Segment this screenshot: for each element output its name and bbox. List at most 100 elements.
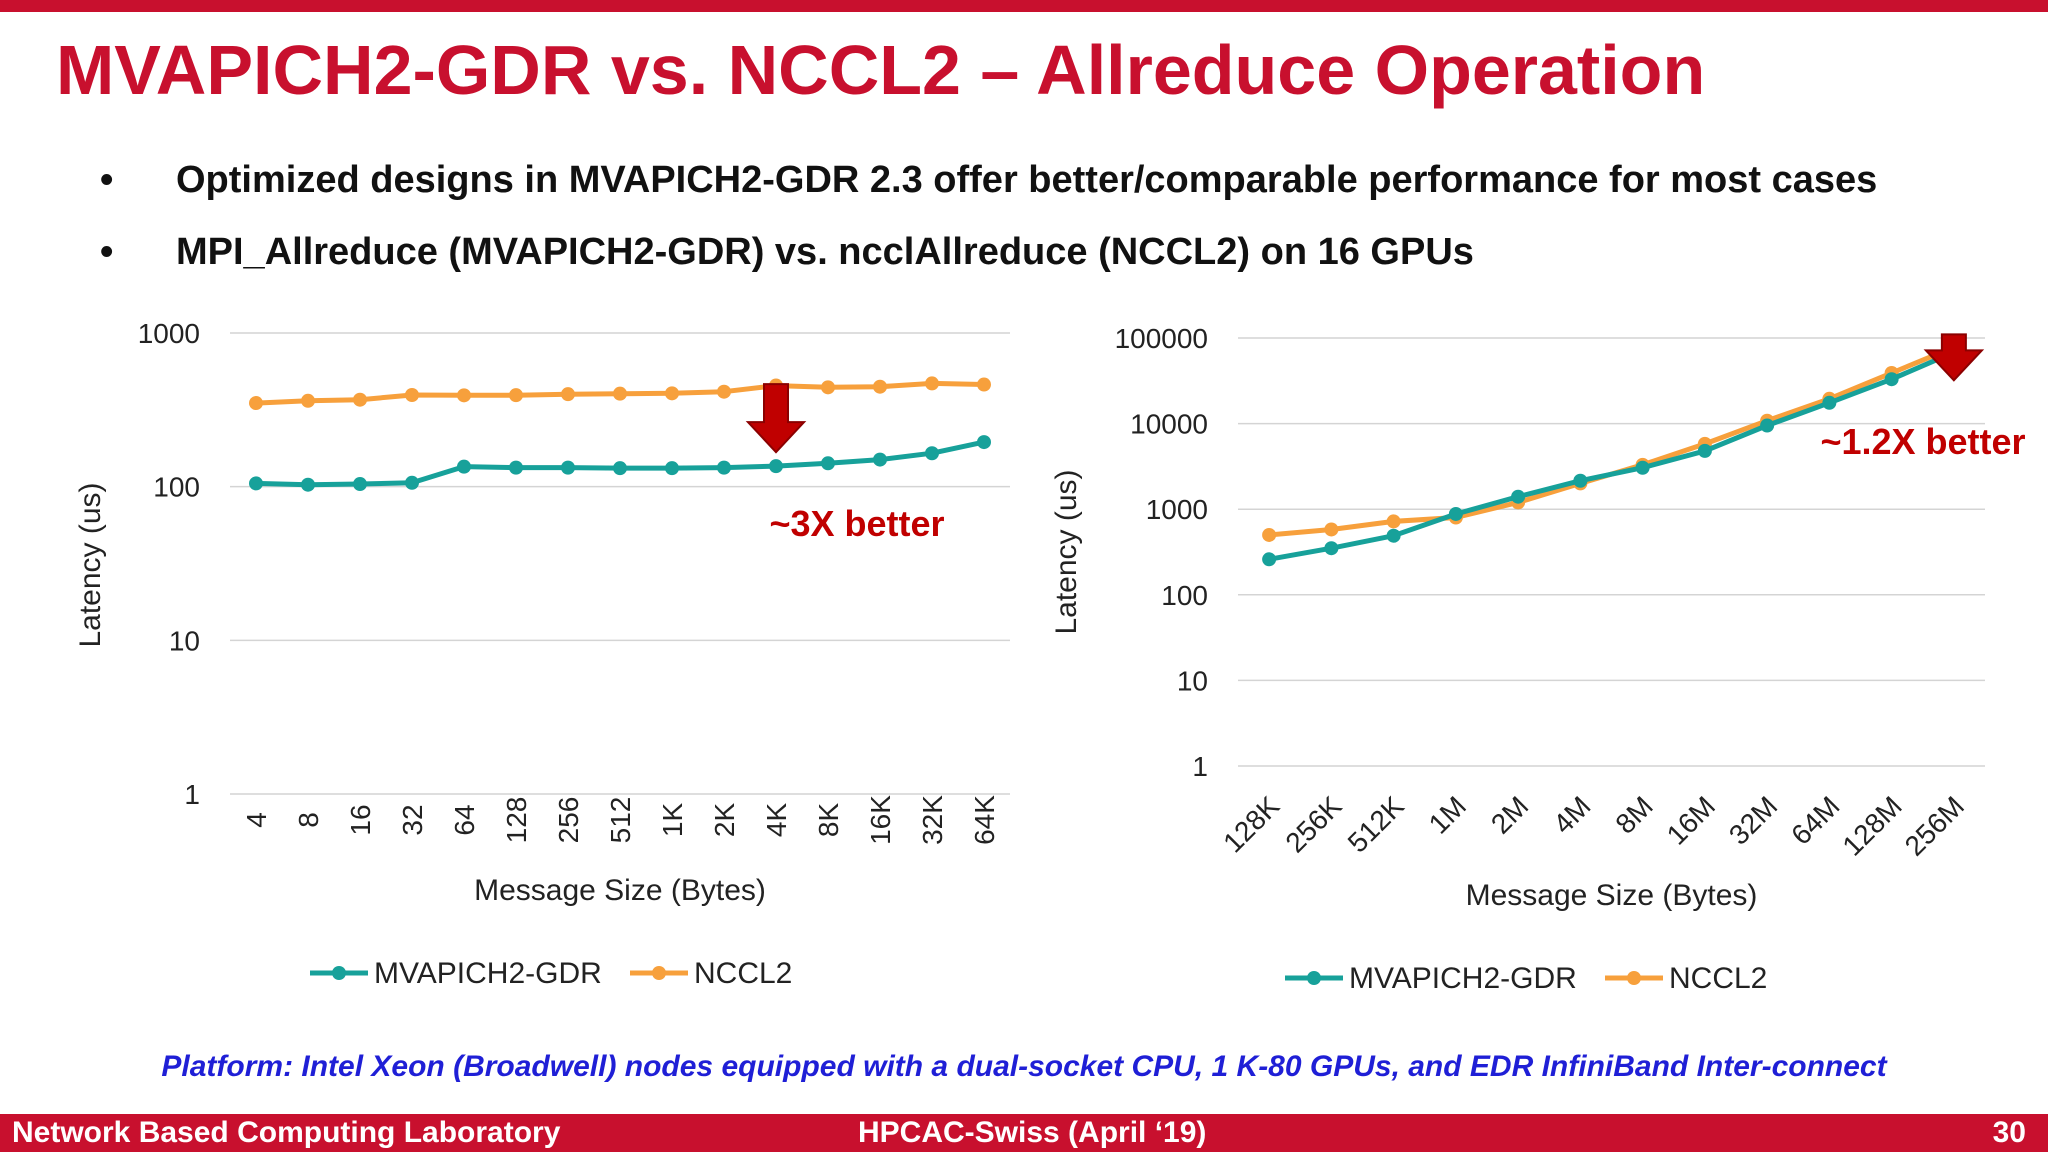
data-point: [717, 460, 731, 475]
legend-swatch-marker: [652, 966, 666, 980]
x-tick-label: 2K: [709, 803, 740, 838]
x-tick-label: 16: [345, 804, 376, 835]
y-tick-label: 10: [169, 625, 200, 656]
annotation-label: ~1.2X better: [1820, 421, 2025, 462]
x-tick-label: 4: [241, 812, 272, 828]
y-tick-label: 10000: [1130, 409, 1208, 440]
data-point: [717, 384, 731, 399]
charts-canvas: 1 10 100 1000 4 8 16 32 64 128 256 512 1K 2K 4K 8K 16K 32…: [74, 318, 2026, 995]
bullet-text: Optimized designs in MVAPICH2-GDR 2.3 of…: [176, 159, 1878, 201]
data-point: [405, 475, 419, 490]
x-axis-title: Message Size (Bytes): [1466, 879, 1758, 912]
data-point: [509, 460, 523, 475]
x-tick-label: 64M: [1785, 790, 1845, 850]
data-point: [977, 377, 991, 392]
x-tick-label: 8M: [1609, 790, 1658, 839]
data-point: [665, 386, 679, 401]
data-point: [613, 386, 627, 401]
data-point: [249, 396, 263, 411]
x-axis-title: Message Size (Bytes): [474, 874, 766, 907]
y-tick-label: 1: [1192, 751, 1208, 782]
bullet-text: MPI_Allreduce (MVAPICH2-GDR) vs. ncclAll…: [176, 231, 1474, 273]
footer-bar: Network Based Computing Laboratory HPCAC…: [0, 1114, 2048, 1152]
series-line-mvapich2-gdr: [1268, 350, 1955, 562]
footer-event: HPCAC-Swiss (April ‘19): [858, 1116, 1207, 1149]
data-point: [561, 460, 575, 475]
data-point: [1448, 506, 1463, 521]
legend-swatch-marker: [1627, 971, 1641, 985]
data-point: [925, 446, 939, 461]
footer-page-number: 30: [1992, 1116, 2026, 1149]
y-axis-title: Latency (us): [1050, 469, 1083, 634]
data-point: [613, 461, 627, 476]
data-point: [1822, 395, 1837, 410]
bullet-dot: •: [100, 231, 114, 273]
legend-label: MVAPICH2-GDR: [1349, 962, 1577, 995]
platform-note: Platform: Intel Xeon (Broadwell) nodes e…: [161, 1050, 1887, 1083]
y-tick-label: 100: [153, 472, 200, 503]
y-tick-label: 100000: [1115, 323, 1208, 354]
data-point: [1262, 527, 1277, 542]
data-point: [1324, 541, 1339, 556]
y-tick-label: 100: [1161, 580, 1208, 611]
data-point: [1262, 552, 1277, 567]
data-point: [561, 387, 575, 402]
x-tick-label: 2M: [1485, 790, 1534, 839]
x-tick-label: 128M: [1836, 790, 1907, 861]
legend-label: NCCL2: [694, 957, 792, 990]
x-tick-label: 1K: [657, 803, 688, 838]
top-accent-bar: [0, 0, 2048, 12]
data-point: [1386, 514, 1401, 529]
data-point: [1386, 528, 1401, 543]
data-point: [665, 461, 679, 476]
data-point: [977, 435, 991, 450]
x-tick-label: 512: [605, 797, 636, 844]
data-point: [1760, 418, 1775, 433]
x-tick-label: 512K: [1342, 790, 1410, 858]
data-point: [1635, 460, 1650, 475]
data-point: [509, 388, 523, 403]
data-point: [353, 392, 367, 407]
y-tick-label: 10: [1177, 665, 1208, 696]
x-tick-label: 16K: [865, 795, 896, 845]
data-point: [457, 459, 471, 474]
x-tick-label: 8: [293, 812, 324, 828]
x-tick-label: 4K: [761, 803, 792, 838]
bullet-dot: •: [100, 159, 114, 201]
data-point: [821, 380, 835, 395]
data-point: [301, 477, 315, 492]
x-tick-label: 256M: [1899, 790, 1970, 861]
data-point: [769, 459, 783, 474]
down-arrow-icon: [745, 383, 807, 454]
data-point: [1884, 372, 1899, 387]
data-point: [1573, 473, 1588, 488]
x-tick-label: 1M: [1423, 790, 1472, 839]
y-tick-label: 1000: [1146, 494, 1208, 525]
data-point: [353, 477, 367, 492]
data-point: [249, 476, 263, 491]
data-point: [821, 456, 835, 471]
legend-label: NCCL2: [1669, 962, 1767, 995]
x-tick-label: 8K: [813, 803, 844, 838]
data-point: [873, 379, 887, 394]
x-tick-label: 128: [501, 797, 532, 844]
data-point: [873, 452, 887, 467]
x-tick-label: 256: [553, 797, 584, 844]
data-point: [1324, 522, 1339, 537]
data-point: [405, 387, 419, 402]
x-tick-label: 32M: [1723, 790, 1783, 850]
x-tick-label: 16M: [1661, 790, 1721, 850]
footer-lab-name: Network Based Computing Laboratory: [12, 1116, 561, 1149]
x-tick-label: 32: [397, 804, 428, 835]
down-arrow-icon: [1923, 333, 1985, 382]
slide-title: MVAPICH2-GDR vs. NCCL2 – Allreduce Opera…: [56, 31, 1706, 109]
y-tick-label: 1000: [138, 318, 200, 349]
legend-swatch-marker: [332, 966, 346, 980]
data-point: [457, 388, 471, 403]
x-tick-label: 4M: [1547, 790, 1596, 839]
x-tick-label: 128K: [1217, 790, 1285, 858]
x-tick-label: 32K: [917, 795, 948, 845]
x-tick-label: 64: [449, 804, 480, 835]
data-point: [1511, 489, 1526, 504]
y-tick-label: 1: [184, 779, 200, 810]
